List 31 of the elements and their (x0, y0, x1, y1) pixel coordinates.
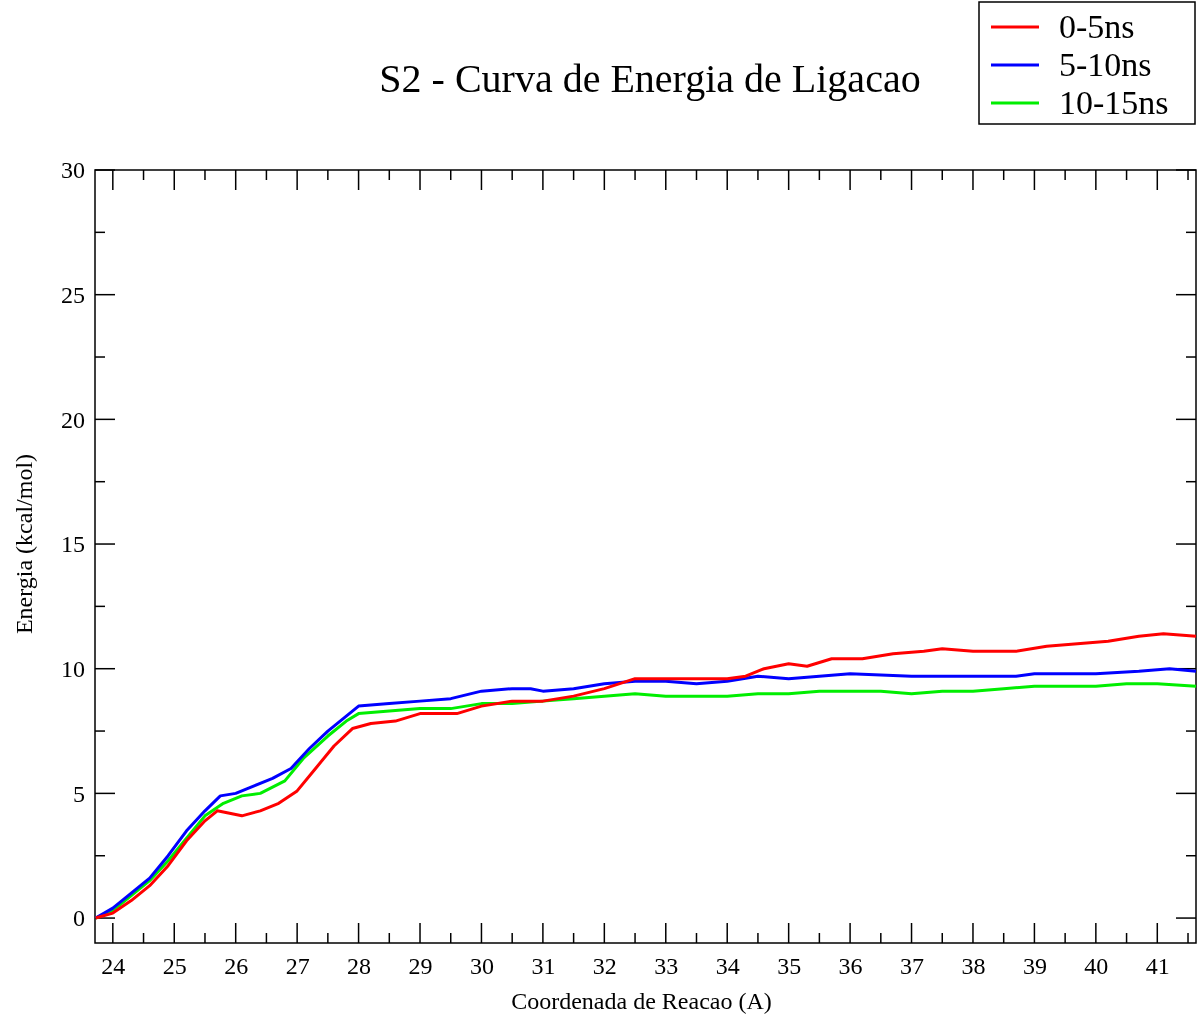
y-tick-label: 5 (73, 780, 85, 807)
x-tick-label: 33 (654, 953, 679, 980)
y-tick-label: 10 (61, 655, 85, 682)
x-tick-label: 27 (285, 953, 310, 980)
x-tick-label: 32 (592, 953, 617, 980)
x-tick-label: 41 (1145, 953, 1170, 980)
legend-label: 0-5ns (1059, 8, 1135, 45)
x-tick-label: 40 (1084, 953, 1109, 980)
y-tick-label: 30 (61, 157, 85, 184)
y-tick-label: 15 (61, 531, 85, 558)
x-tick-label: 36 (838, 953, 863, 980)
x-tick-label: 30 (469, 953, 494, 980)
x-tick-label: 37 (900, 953, 925, 980)
x-axis-title: Coordenada de Reacao (A) (511, 988, 772, 1014)
x-tick-label: 29 (408, 953, 433, 980)
x-tick-label: 26 (224, 953, 249, 980)
x-tick-label: 28 (347, 953, 372, 980)
x-tick-label: 31 (531, 953, 556, 980)
x-tick-label: 39 (1022, 953, 1047, 980)
x-tick-label: 24 (101, 953, 126, 980)
y-axis-title: Energia (kcal/mol) (11, 453, 37, 635)
x-tick-label: 35 (777, 953, 802, 980)
x-tick-label: 34 (715, 953, 740, 980)
y-tick-label: 25 (61, 281, 85, 308)
y-tick-label: 20 (61, 406, 85, 433)
legend-label: 5-10ns (1059, 46, 1152, 83)
legend-label: 10-15ns (1059, 84, 1169, 121)
y-tick-label: 0 (73, 905, 85, 932)
x-tick-label: 38 (961, 953, 986, 980)
x-tick-label: 25 (162, 953, 187, 980)
chart-title: S2 - Curva de Energia de Ligacao (379, 56, 921, 101)
